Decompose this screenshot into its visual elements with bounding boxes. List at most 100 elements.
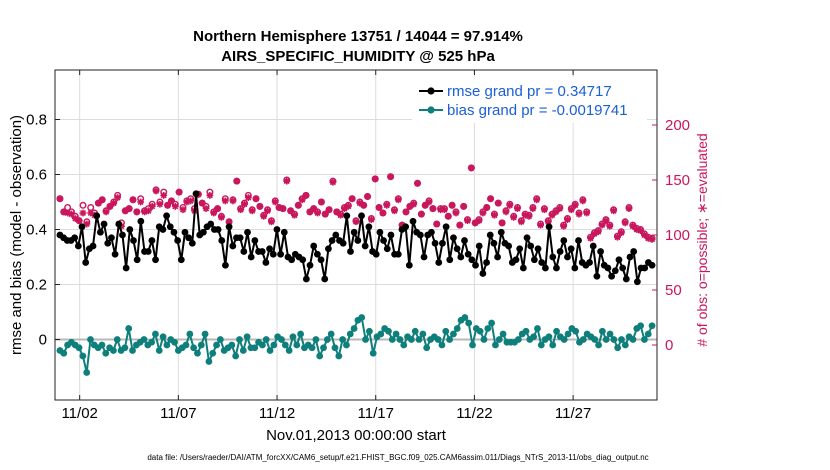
x-tick-label: 11/17 <box>358 405 394 422</box>
asterisk-stroke <box>483 204 490 211</box>
obs-evaluated-marker <box>252 195 260 203</box>
bias-point <box>572 327 580 335</box>
rmse-point <box>302 275 310 283</box>
obs-evaluated-marker <box>541 206 548 214</box>
asterisk-stroke <box>560 223 567 230</box>
asterisk-stroke <box>145 207 152 214</box>
asterisk-stroke <box>587 235 594 242</box>
asterisk-stroke <box>345 203 352 210</box>
rmse-point <box>523 234 531 242</box>
rmse-point <box>380 237 387 244</box>
rmse-point <box>144 248 152 255</box>
asterisk-stroke <box>349 195 356 202</box>
bias-point <box>209 349 217 357</box>
rmse-point <box>549 253 557 261</box>
asterisk-stroke <box>449 202 456 209</box>
bias-point <box>125 325 133 332</box>
x-axis-label: Nov.01,2013 00:00:00 start <box>266 427 447 444</box>
asterisk-stroke <box>610 207 617 214</box>
rmse-point <box>354 237 362 244</box>
obs-evaluated-marker <box>317 198 325 206</box>
asterisk-stroke <box>153 187 160 195</box>
obs-evaluated-marker <box>114 194 122 201</box>
asterisk-stroke <box>260 213 267 220</box>
footnote: data file: /Users/raeder/DAI/ATM_forcXX/… <box>147 453 648 462</box>
rmse-point <box>442 223 450 231</box>
bias-point <box>495 336 503 343</box>
rmse-point <box>78 223 86 231</box>
rmse-point <box>122 264 130 272</box>
asterisk-stroke <box>529 205 536 212</box>
asterisk-stroke <box>637 227 644 234</box>
bias-point <box>194 349 201 357</box>
obs-evaluated-marker <box>425 198 433 206</box>
rmse-point <box>148 237 156 244</box>
bias-point <box>602 336 610 343</box>
bias-point <box>537 341 545 349</box>
asterisk-stroke <box>518 218 525 225</box>
asterisk-stroke <box>333 208 340 215</box>
bias-point <box>365 327 373 335</box>
rmse-point <box>126 226 134 233</box>
obs-evaluated-marker <box>494 199 502 207</box>
obs-evaluated-marker <box>640 231 648 239</box>
asterisk-stroke <box>179 206 186 213</box>
obs-evaluated-marker <box>175 188 183 196</box>
bias-point <box>388 336 396 343</box>
bias-point <box>637 322 645 330</box>
rmse-point <box>115 220 123 228</box>
bias-point <box>129 347 136 354</box>
rmse-point <box>332 231 340 239</box>
bias-point <box>323 336 331 343</box>
legend-bias-marker <box>427 106 435 114</box>
rmse-point <box>387 231 395 239</box>
obs-evaluated-marker <box>529 205 537 212</box>
rmse-point <box>383 245 391 253</box>
asterisk-stroke <box>233 178 240 185</box>
asterisk-stroke <box>56 195 63 202</box>
bias-point <box>553 327 560 335</box>
obs-evaluated-marker <box>218 214 225 221</box>
asterisk-stroke <box>60 208 67 215</box>
obs-evaluated-marker <box>229 197 237 205</box>
obs-evaluated-marker <box>352 218 360 226</box>
bias-point <box>316 352 324 360</box>
bias-point <box>285 347 293 354</box>
obs-evaluated-marker <box>233 177 241 185</box>
rmse-point <box>262 259 270 266</box>
asterisk-stroke <box>268 218 275 225</box>
obs-evaluated-marker <box>410 200 418 208</box>
bias-point <box>339 336 347 343</box>
asterisk-stroke <box>460 203 467 210</box>
asterisk-stroke <box>87 209 94 217</box>
rmse-point <box>497 228 505 236</box>
rmse-point <box>461 237 468 244</box>
rmse-point <box>505 242 513 250</box>
obs-evaluated-marker <box>98 196 106 204</box>
rmse-point <box>317 256 325 264</box>
bias-point <box>419 330 427 338</box>
obs-evaluated-marker <box>148 203 156 210</box>
asterisk-stroke <box>487 195 494 202</box>
rmse-point <box>347 248 354 255</box>
bias-point <box>453 325 461 332</box>
x-tick-label: 11/22 <box>456 405 492 422</box>
obs-evaluated-marker <box>198 199 206 207</box>
asterisk-stroke <box>364 193 371 200</box>
rmse-point <box>174 237 182 244</box>
bias-point <box>488 319 496 327</box>
obs-evaluated-marker <box>533 196 541 204</box>
asterisk-stroke <box>595 228 602 235</box>
rmse-point <box>358 212 365 220</box>
bias-point <box>186 330 194 338</box>
asterisk-stroke <box>210 209 217 217</box>
bias-series <box>56 314 656 376</box>
bias-point <box>182 341 190 349</box>
asterisk-stroke <box>537 222 544 229</box>
bias-point <box>423 344 431 352</box>
rmse-point <box>104 239 112 247</box>
bias-point <box>480 336 488 343</box>
rmse-point <box>119 231 126 239</box>
obs-evaluated-marker <box>556 205 564 212</box>
bias-point <box>621 341 629 349</box>
